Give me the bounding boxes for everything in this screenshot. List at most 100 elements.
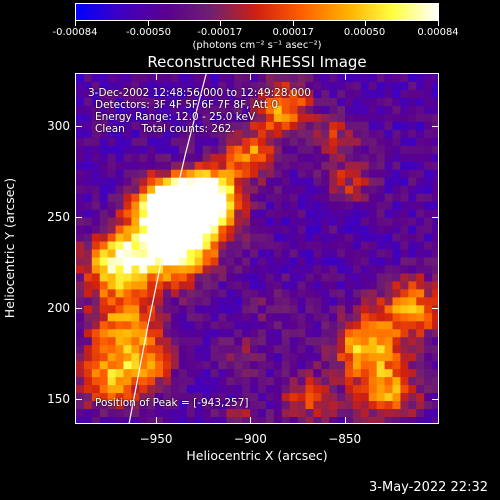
heatmap-cell: [178, 113, 188, 123]
heatmap-cell: [139, 121, 148, 131]
heatmap-cell: [115, 193, 125, 203]
heatmap-cell: [360, 265, 370, 275]
heatmap-cell: [289, 177, 299, 187]
heatmap-cell: [83, 169, 93, 179]
heatmap-cell: [218, 225, 227, 235]
heatmap-cell: [234, 241, 243, 251]
heatmap-cell: [123, 97, 132, 107]
heatmap-cell: [321, 377, 330, 386]
heatmap-cell: [76, 385, 85, 394]
heatmap-cell: [273, 369, 283, 378]
heatmap-cell: [226, 321, 235, 330]
heatmap-cell: [76, 89, 85, 99]
heatmap-cell: [384, 401, 394, 410]
heatmap-cell: [416, 305, 425, 314]
heatmap-cell: [91, 289, 101, 298]
heatmap-cell: [210, 337, 220, 346]
heatmap-cell: [91, 345, 101, 354]
heatmap-cell: [305, 401, 314, 410]
heatmap-cell: [170, 217, 180, 227]
heatmap-cell: [321, 361, 330, 370]
heatmap-cell: [131, 305, 140, 314]
heatmap-cell: [147, 89, 156, 99]
heatmap-cell: [250, 113, 259, 123]
heatmap-cell: [297, 129, 307, 139]
heatmap-cell: [258, 249, 267, 259]
heatmap-cell: [186, 329, 196, 338]
heatmap-cell: [242, 281, 251, 290]
heatmap-cell: [305, 81, 314, 91]
heatmap-cell: [313, 409, 322, 418]
heatmap-cell: [297, 177, 307, 187]
heatmap-cell: [345, 305, 354, 314]
heatmap-cell: [76, 265, 85, 275]
heatmap-cell: [99, 273, 109, 283]
heatmap-cell: [115, 121, 125, 131]
heatmap-cell: [99, 337, 109, 346]
heatmap-cell: [147, 121, 156, 131]
heatmap-cell: [226, 417, 235, 423]
heatmap-cell: [91, 89, 101, 99]
heatmap-cell: [258, 257, 267, 267]
heatmap-cell: [83, 225, 93, 235]
heatmap-cell: [368, 233, 378, 243]
heatmap-cell: [281, 81, 291, 91]
heatmap-cell: [210, 74, 220, 83]
heatmap-cell: [289, 361, 299, 370]
heatmap-cell: [400, 129, 409, 139]
heatmap-cell: [313, 297, 322, 306]
heatmap-cell: [194, 273, 204, 283]
heatmap-cell: [297, 329, 307, 338]
peak-position-text: Position of Peak = [-943,257]: [95, 397, 249, 409]
heatmap-cell: [305, 225, 314, 235]
heatmap-cell: [384, 217, 394, 227]
heatmap-cell: [139, 289, 148, 298]
heatmap-cell: [250, 337, 259, 346]
heatmap-cell: [408, 233, 417, 243]
heatmap-cell: [360, 409, 370, 418]
heatmap-cell: [289, 81, 299, 91]
heatmap-cell: [352, 337, 362, 346]
heatmap-cell: [99, 105, 109, 115]
heatmap-cell: [83, 217, 93, 227]
heatmap-cell: [210, 145, 220, 155]
heatmap-cell: [424, 305, 433, 314]
heatmap-cell: [432, 393, 438, 402]
heatmap-cell: [250, 281, 259, 290]
heatmap-cell: [194, 353, 204, 362]
heatmap-cell: [384, 249, 394, 259]
heatmap-cell: [210, 329, 220, 338]
heatmap-cell: [352, 129, 362, 139]
heatmap-cell: [194, 313, 204, 322]
heatmap-cell: [250, 81, 259, 91]
heatmap-cell: [432, 74, 438, 83]
heatmap-cell: [408, 257, 417, 267]
heatmap-cell: [321, 337, 330, 346]
heatmap-cell: [123, 313, 132, 322]
heatmap-cell: [242, 89, 251, 99]
heatmap-cell: [392, 377, 402, 386]
heatmap-cell: [76, 297, 85, 306]
heatmap-cell: [139, 273, 148, 283]
heatmap-cell: [99, 169, 109, 179]
heatmap-cell: [400, 289, 409, 298]
heatmap-cell: [313, 329, 322, 338]
heatmap-cell: [226, 369, 235, 378]
heatmap-cell: [360, 129, 370, 139]
heatmap-cell: [170, 169, 180, 179]
heatmap-cell: [416, 337, 425, 346]
heatmap-cell: [345, 257, 354, 267]
heatmap-cell: [250, 289, 259, 298]
heatmap-cell: [250, 177, 259, 187]
heatmap-cell: [178, 329, 188, 338]
heatmap-cell: [202, 249, 212, 259]
heatmap-cell: [329, 161, 338, 171]
heatmap-cell: [289, 193, 299, 203]
heatmap-cell: [194, 409, 204, 418]
heatmap-cell: [305, 209, 314, 219]
heatmap-cell: [352, 377, 362, 386]
heatmap-cell: [83, 361, 93, 370]
heatmap-cell: [337, 105, 346, 115]
heatmap-cell: [91, 281, 101, 290]
heatmap-cell: [163, 97, 172, 107]
